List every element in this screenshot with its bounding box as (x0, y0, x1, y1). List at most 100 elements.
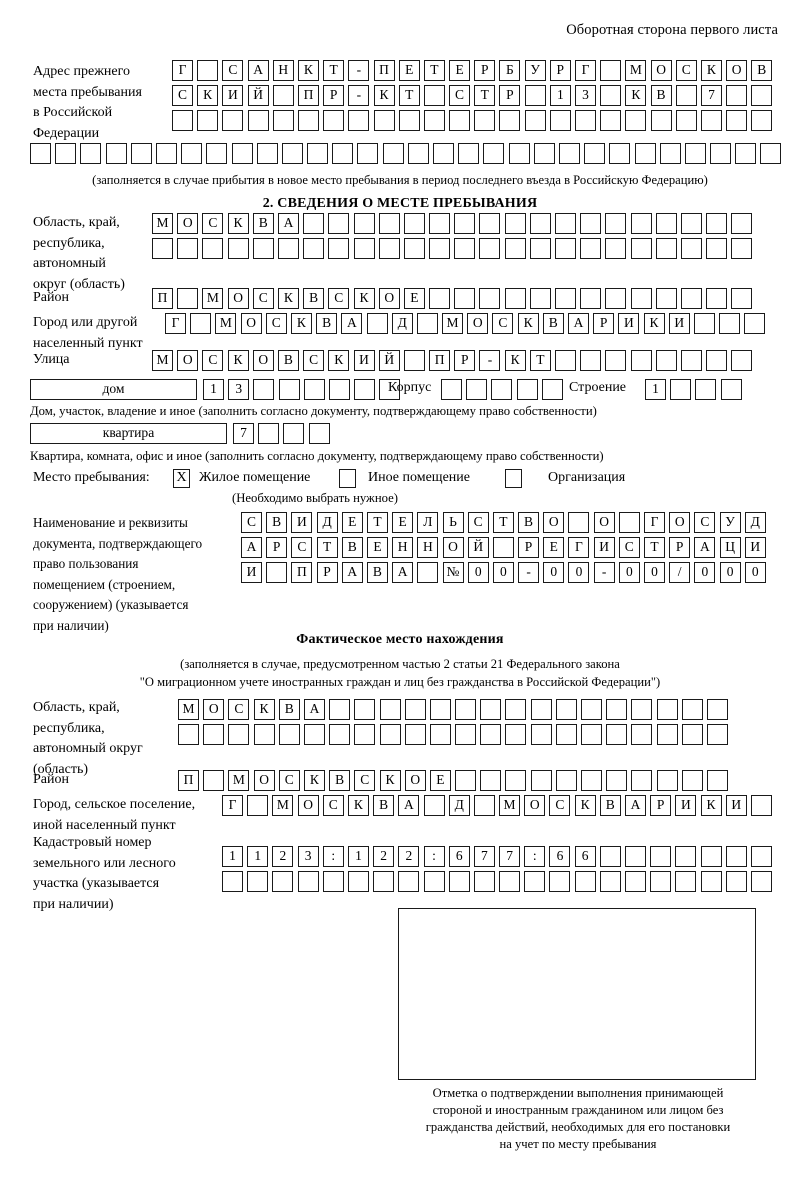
char-cell[interactable]: 1 (347, 846, 369, 867)
char-cell[interactable]: О (404, 770, 426, 791)
char-cell[interactable] (650, 846, 672, 867)
char-cell[interactable]: 1 (203, 379, 224, 400)
char-cell[interactable]: В (599, 795, 621, 816)
char-cell[interactable] (329, 699, 351, 720)
stroenie-cells[interactable]: 1 (645, 379, 742, 400)
char-cell[interactable] (253, 724, 275, 745)
char-cell[interactable] (455, 699, 477, 720)
char-cell[interactable]: К (504, 350, 526, 371)
char-cell[interactable] (231, 143, 253, 164)
char-cell[interactable]: Г (172, 60, 193, 81)
char-cell[interactable]: 1 (222, 846, 243, 867)
char-cell[interactable]: П (178, 770, 199, 791)
char-cell[interactable] (398, 110, 420, 131)
char-cell[interactable] (530, 724, 552, 745)
char-cell[interactable] (731, 350, 753, 371)
char-cell[interactable] (258, 423, 280, 444)
char-cell[interactable] (479, 238, 501, 259)
char-cell[interactable] (675, 846, 697, 867)
char-cell[interactable] (580, 213, 602, 234)
char-cell[interactable]: В (278, 699, 300, 720)
char-cell[interactable] (529, 213, 551, 234)
char-cell[interactable] (354, 724, 376, 745)
char-cell[interactable]: Д (744, 512, 766, 533)
char-cell[interactable]: Т (398, 85, 420, 106)
char-cell[interactable] (555, 770, 577, 791)
char-cell[interactable]: - (518, 562, 540, 583)
char-cell[interactable]: Р (549, 60, 571, 81)
char-cell[interactable]: В (329, 770, 351, 791)
char-cell[interactable]: Е (449, 60, 471, 81)
char-cell[interactable] (580, 350, 602, 371)
char-cell[interactable] (541, 379, 563, 400)
char-cell[interactable] (479, 213, 501, 234)
char-cell[interactable] (706, 288, 728, 309)
char-cell[interactable] (303, 238, 325, 259)
char-cell[interactable] (750, 871, 772, 892)
char-cell[interactable] (197, 110, 219, 131)
char-cell[interactable] (297, 871, 319, 892)
char-cell[interactable]: О (297, 795, 319, 816)
char-cell[interactable]: 3 (228, 379, 250, 400)
char-cell[interactable]: 6 (574, 846, 596, 867)
char-cell[interactable] (625, 110, 647, 131)
char-cell[interactable] (473, 871, 495, 892)
char-cell[interactable] (684, 143, 706, 164)
char-cell[interactable] (403, 350, 425, 371)
char-cell[interactable] (751, 85, 773, 106)
char-cell[interactable]: К (517, 313, 539, 334)
char-cell[interactable]: Р (454, 350, 476, 371)
char-cell[interactable] (454, 288, 476, 309)
char-cell[interactable]: Т (529, 350, 551, 371)
char-cell[interactable] (172, 110, 193, 131)
checkbox-organizaciya[interactable] (505, 469, 522, 488)
char-cell[interactable] (354, 699, 376, 720)
char-cell[interactable] (726, 110, 748, 131)
char-cell[interactable] (373, 871, 395, 892)
char-cell[interactable] (575, 110, 596, 131)
char-cell[interactable] (398, 871, 420, 892)
char-cell[interactable] (533, 143, 555, 164)
char-cell[interactable] (744, 313, 766, 334)
char-cell[interactable] (328, 213, 350, 234)
char-cell[interactable] (675, 871, 697, 892)
char-cell[interactable] (505, 770, 527, 791)
checkbox-zhiloe[interactable]: X (173, 469, 190, 488)
char-cell[interactable] (581, 699, 602, 720)
char-cell[interactable]: Р (474, 60, 496, 81)
char-cell[interactable] (378, 213, 400, 234)
char-cell[interactable] (222, 110, 244, 131)
char-cell[interactable] (303, 379, 325, 400)
char-cell[interactable] (655, 213, 677, 234)
char-cell[interactable] (473, 795, 495, 816)
char-cell[interactable]: Б (499, 60, 521, 81)
char-cell[interactable] (555, 213, 576, 234)
char-cell[interactable]: О (726, 60, 748, 81)
char-cell[interactable]: С (354, 770, 376, 791)
char-cell[interactable] (407, 143, 429, 164)
char-cell[interactable] (529, 288, 551, 309)
char-cell[interactable]: К (700, 795, 722, 816)
char-cell[interactable] (281, 143, 303, 164)
char-cell[interactable]: А (341, 313, 363, 334)
korpus-cells[interactable] (441, 379, 563, 400)
char-cell[interactable] (458, 143, 480, 164)
char-cell[interactable] (524, 85, 546, 106)
char-cell[interactable]: 7 (233, 423, 254, 444)
char-cell[interactable] (203, 770, 225, 791)
prev-address-row-3[interactable] (172, 110, 777, 131)
char-cell[interactable] (656, 699, 678, 720)
char-cell[interactable] (655, 288, 677, 309)
char-cell[interactable] (499, 110, 521, 131)
char-cell[interactable]: Р (266, 537, 288, 558)
char-cell[interactable]: Л (417, 512, 439, 533)
char-cell[interactable]: Р (518, 537, 540, 558)
char-cell[interactable] (606, 724, 628, 745)
char-cell[interactable]: Г (165, 313, 186, 334)
char-cell[interactable]: № (442, 562, 464, 583)
char-cell[interactable]: Е (543, 537, 565, 558)
